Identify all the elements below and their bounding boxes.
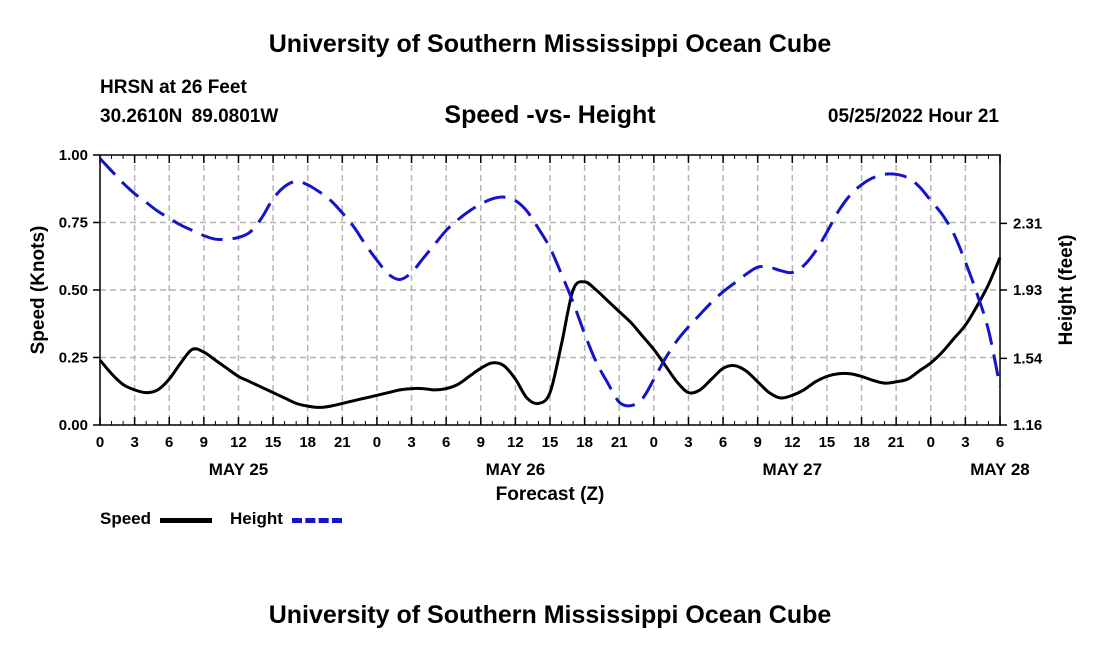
x-tick-label: 3: [130, 434, 138, 451]
legend-speed-swatch: [160, 518, 212, 523]
x-tick-label: 21: [334, 434, 351, 451]
legend-speed-label: Speed: [100, 509, 152, 528]
date-label: MAY 26: [486, 460, 546, 479]
x-tick-label: 12: [507, 434, 524, 451]
y-left-tick-label: 0.25: [59, 350, 88, 367]
y-left-tick-label: 1.00: [59, 147, 88, 164]
x-tick-label: 15: [542, 434, 559, 451]
y-left-tick-label: 0.75: [59, 215, 88, 232]
x-tick-label: 12: [230, 434, 247, 451]
x-tick-label: 0: [96, 434, 104, 451]
series-group: [98, 157, 1002, 409]
station-label: HRSN at 26 Feet: [100, 77, 247, 98]
legend-height-label: Height: [230, 509, 283, 528]
datetime-label: 05/25/2022 Hour 21: [827, 106, 999, 127]
x-tick-label: 6: [165, 434, 173, 451]
x-tick-label: 18: [853, 434, 870, 451]
x-tick-label: 9: [754, 434, 762, 451]
legend-height-swatch: [292, 518, 342, 523]
page-title: University of Southern Mississippi Ocean…: [268, 30, 832, 58]
x-tick-label: 0: [927, 434, 935, 451]
y-right-tick-label: 1.93: [1013, 282, 1042, 299]
x-tick-label: 9: [200, 434, 208, 451]
x-tick-label: 3: [407, 434, 415, 451]
x-tick-label: 6: [719, 434, 727, 451]
date-label: MAY 28: [970, 460, 1030, 479]
date-label: MAY 27: [763, 460, 823, 479]
x-tick-label: 3: [961, 434, 969, 451]
x-tick-label: 12: [784, 434, 801, 451]
chart-title: Speed -vs- Height: [444, 101, 656, 129]
y-left-tick-label: 0.00: [59, 417, 88, 434]
speed-series-line: [98, 257, 1002, 409]
y-right-tick-label: 1.16: [1013, 417, 1042, 434]
x-tick-label: 15: [819, 434, 836, 451]
x-tick-label: 9: [477, 434, 485, 451]
tick-labels: 0 3 6 9 12 15 18 21 0 3 6 9 12 15 18 21 0 3 6 9 12 15 18 21 0 3 6 M…: [59, 147, 1043, 479]
height-series-line: [98, 157, 1002, 408]
x-tick-label: 15: [265, 434, 282, 451]
y-axis-left-label: Speed (Knots): [28, 226, 49, 355]
x-axis-label: Forecast (Z): [496, 484, 605, 505]
x-tick-label: 21: [888, 434, 905, 451]
speed-height-chart: 0 3 6 9 12 15 18 21 0 3 6 9 12 15 18 21 0 3 6 9 12 15 18 21 0 3 6 M…: [28, 147, 1077, 505]
plot-frame: [99, 154, 1001, 426]
x-tick-label: 0: [373, 434, 381, 451]
x-tick-label: 18: [299, 434, 316, 451]
y-right-tick-label: 2.31: [1013, 215, 1042, 232]
x-tick-label: 0: [650, 434, 658, 451]
x-tick-label: 21: [611, 434, 628, 451]
y-right-tick-label: 1.54: [1013, 350, 1043, 367]
y-left-tick-label: 0.50: [59, 282, 88, 299]
date-label: MAY 25: [209, 460, 269, 479]
y-axis-right-label: Height (feet): [1056, 235, 1077, 346]
footer-title: University of Southern Mississippi Ocean…: [268, 601, 832, 629]
x-tick-label: 3: [684, 434, 692, 451]
x-tick-label: 18: [576, 434, 593, 451]
x-tick-label: 6: [996, 434, 1004, 451]
x-tick-label: 6: [442, 434, 450, 451]
grid-lines: [100, 155, 1000, 425]
coordinates-label: 30.2610N 89.0801W: [100, 106, 279, 127]
